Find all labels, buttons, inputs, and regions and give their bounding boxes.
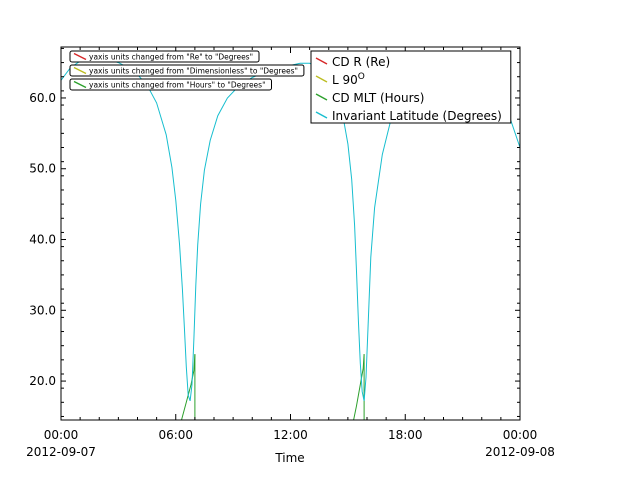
x-axis-label: Time xyxy=(274,451,304,465)
x-tick-label: 00:00 xyxy=(44,428,79,442)
legend-swatch xyxy=(315,75,328,83)
legend-swatch xyxy=(315,57,328,65)
legend: CD R (Re) L 90O CD MLT (Hours) Invariant La… xyxy=(310,50,512,124)
annotation-note: yaxis units changed from "Dimensionless"… xyxy=(69,64,305,77)
annotation-note: yaxis units changed from "Re" to "Degree… xyxy=(69,50,260,63)
annotation-text: yaxis units changed from "Hours" to "Deg… xyxy=(89,81,266,90)
legend-swatch xyxy=(315,93,328,101)
x-tick-label: 06:00 xyxy=(158,428,193,442)
annotation-box xyxy=(69,50,260,63)
y-tick-label: 30.0 xyxy=(29,303,56,317)
annotation-swatch xyxy=(73,52,87,61)
axes-layer: 20.0 30.0 40.0 50.0 60.0 00:00 2012-09-07 06:00… xyxy=(26,47,555,459)
series-line-0-segment-0 xyxy=(181,354,196,420)
legend-label: L 90O xyxy=(332,72,365,87)
annotation-note: yaxis units changed from "Hours" to "Deg… xyxy=(69,78,272,91)
x-tick-label: 12:00 xyxy=(273,428,308,442)
legend-label: CD R (Re) xyxy=(332,55,390,69)
series-line-0-segment-2 xyxy=(353,354,365,420)
annotation-box xyxy=(69,78,272,91)
legend-swatch xyxy=(315,111,328,119)
legend-label: Invariant Latitude (Degrees) xyxy=(332,109,502,123)
x-tick-date-label: 2012-09-07 xyxy=(26,445,96,459)
legend-box xyxy=(310,50,512,124)
y-tick-label: 20.0 xyxy=(29,374,56,388)
annotation-swatch xyxy=(73,80,87,89)
legend-label: CD MLT (Hours) xyxy=(332,91,424,105)
y-tick-label: 40.0 xyxy=(29,233,56,247)
annotations: yaxis units changed from "Re" to "Degree… xyxy=(69,50,305,91)
y-tick-label: 50.0 xyxy=(29,162,56,176)
annotation-box xyxy=(69,64,305,77)
x-tick-date-label: 2012-09-08 xyxy=(485,445,555,459)
x-tick-label: 00:00 xyxy=(503,428,538,442)
x-tick-label: 18:00 xyxy=(388,428,423,442)
annotation-text: yaxis units changed from "Dimensionless"… xyxy=(89,67,298,76)
annotation-swatch xyxy=(73,66,87,75)
y-tick-label: 60.0 xyxy=(29,91,56,105)
annotation-text: yaxis units changed from "Re" to "Degree… xyxy=(89,53,253,62)
